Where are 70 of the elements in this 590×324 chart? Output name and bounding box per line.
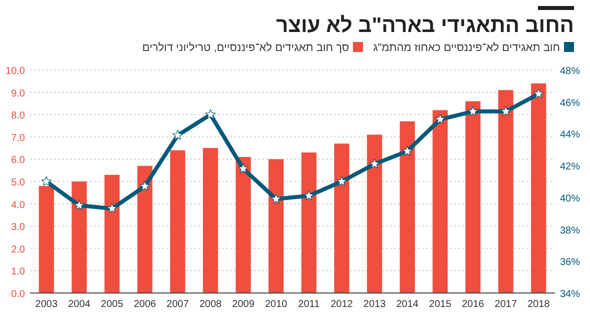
point xyxy=(107,203,118,213)
bar xyxy=(334,144,350,293)
x-tick-label: 2016 xyxy=(462,299,485,310)
y2-tick-label: 44% xyxy=(560,130,580,141)
point xyxy=(205,109,216,119)
x-tick-label: 2014 xyxy=(396,299,419,310)
y2-tick-label: 42% xyxy=(560,162,580,173)
y-tick-label: 7.0 xyxy=(11,132,26,144)
bar xyxy=(202,148,218,293)
bar xyxy=(432,110,448,293)
bar xyxy=(137,166,152,293)
point xyxy=(468,106,478,116)
y-tick-label: 4.0 xyxy=(11,200,26,211)
y-tick-label: 9.0 xyxy=(11,88,26,100)
y-tick-label: 1.0 xyxy=(11,266,26,278)
bar xyxy=(465,101,481,293)
point xyxy=(402,146,412,156)
x-tick-label: 2008 xyxy=(199,299,222,310)
x-tick-label: 2004 xyxy=(68,299,91,310)
y2-tick-label: 38% xyxy=(560,225,580,236)
y-tick-label: 2.0 xyxy=(11,244,26,256)
x-tick-label: 2017 xyxy=(494,299,518,310)
bar xyxy=(236,156,251,293)
y-tick-label: 6.0 xyxy=(11,155,26,166)
point xyxy=(140,181,150,191)
point xyxy=(370,158,380,168)
point xyxy=(534,88,544,98)
chart-title: החוב התאגידי בארה"ב לא עוצר xyxy=(276,14,574,38)
x-tick-label: 2013 xyxy=(363,299,386,310)
x-tick-label: 2010 xyxy=(264,299,288,310)
x-tick-label: 2018 xyxy=(527,299,550,310)
point xyxy=(304,190,314,200)
bar xyxy=(531,83,546,293)
y-tick-label: 3.0 xyxy=(11,222,26,234)
x-tick-label: 2009 xyxy=(232,299,255,310)
x-tick-label: 2007 xyxy=(166,299,190,310)
x-tick-label: 2005 xyxy=(100,299,124,310)
x-tick-label: 2012 xyxy=(330,299,354,310)
y-tick-label: 0.0 xyxy=(11,289,26,300)
point xyxy=(271,194,282,204)
bar xyxy=(170,150,186,293)
y2-tick-label: 48% xyxy=(560,66,580,77)
bar xyxy=(366,134,382,293)
point xyxy=(41,176,52,186)
legend-label: חוב תאגידים לא־פיננסיים כאחוז מהתמ"ג xyxy=(373,42,561,54)
y-tick-label: 5.0 xyxy=(11,178,26,188)
y2-tick-label: 40% xyxy=(560,193,580,204)
bar xyxy=(104,174,120,293)
bar xyxy=(72,182,87,293)
point xyxy=(172,130,183,140)
bar xyxy=(498,90,514,293)
y-tick-label: 8.0 xyxy=(11,110,26,122)
bar xyxy=(268,159,284,293)
x-tick-label: 2015 xyxy=(429,299,452,310)
y-tick-label: 10.0 xyxy=(6,66,26,77)
bar xyxy=(400,121,415,293)
y2-tick-label: 36% xyxy=(560,257,580,268)
point xyxy=(435,114,446,124)
point xyxy=(336,176,347,186)
y2-tick-label: 46% xyxy=(560,98,580,109)
bar xyxy=(301,152,316,293)
x-tick-label: 2006 xyxy=(134,299,156,310)
x-tick-label: 2003 xyxy=(35,299,58,310)
x-tick-label: 2011 xyxy=(298,299,320,310)
legend-label: סך חוב תאגידים לא־פיננסיים, טריליוני דולרים xyxy=(142,42,350,54)
point xyxy=(238,164,248,174)
bar xyxy=(38,186,54,293)
point xyxy=(74,200,84,210)
point xyxy=(500,106,511,116)
y2-tick-label: 34% xyxy=(560,289,580,300)
